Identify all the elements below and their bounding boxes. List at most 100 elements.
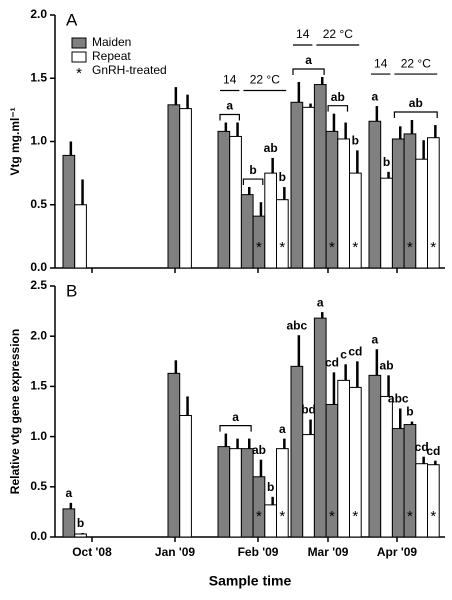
legend-symbol: * xyxy=(76,65,82,82)
bar xyxy=(229,448,242,538)
bar xyxy=(391,138,405,269)
legend-swatch xyxy=(71,37,87,49)
gnrh-marker: * xyxy=(352,508,358,525)
letter: a xyxy=(305,53,312,67)
letter: ab xyxy=(331,90,345,104)
bar xyxy=(380,395,393,538)
bar xyxy=(62,154,76,269)
y-tick-label: 1.0 xyxy=(30,134,47,148)
x-tick-label: Feb '09 xyxy=(238,545,279,559)
letter: b xyxy=(352,134,359,148)
bar xyxy=(313,84,327,269)
gnrh-marker: * xyxy=(279,508,285,525)
letter: a xyxy=(372,332,379,346)
x-axis-title: Sample time xyxy=(209,573,292,589)
panel-label: A xyxy=(66,10,78,29)
bracket xyxy=(292,68,325,75)
bar xyxy=(380,177,393,269)
letter: ab xyxy=(380,359,394,373)
panel-label: B xyxy=(66,281,77,300)
bar xyxy=(217,130,231,269)
bar xyxy=(337,379,350,538)
y-tick-label: 0.0 xyxy=(30,260,47,274)
temperature-label: 22 °C xyxy=(250,73,280,87)
letter: a xyxy=(226,99,233,113)
letter: a xyxy=(66,486,73,500)
bar xyxy=(264,504,277,538)
letter: b xyxy=(77,516,84,530)
letter: a xyxy=(317,295,324,309)
letter: b xyxy=(249,163,256,177)
gnrh-marker: * xyxy=(407,239,413,256)
letter: b xyxy=(279,170,286,184)
bracket xyxy=(327,105,349,112)
bar xyxy=(349,172,362,269)
letter: ab xyxy=(264,141,278,155)
bar xyxy=(368,374,382,538)
temperature-label: 22 °C xyxy=(323,27,353,41)
bracket xyxy=(242,178,264,186)
gnrh-marker: * xyxy=(329,239,335,256)
y-tick-label: 1.5 xyxy=(30,379,47,393)
gnrh-marker: * xyxy=(329,508,335,525)
gnrh-marker: * xyxy=(279,239,285,256)
letter: cd xyxy=(348,344,362,358)
bar xyxy=(391,428,405,538)
legend-swatch xyxy=(71,51,87,63)
letter: a xyxy=(372,89,379,103)
letter: abc xyxy=(388,392,409,406)
y-tick-label: 0.5 xyxy=(30,479,47,493)
bar xyxy=(302,106,315,269)
bar xyxy=(217,446,231,538)
bar xyxy=(74,204,87,269)
y-tick-label: 2.0 xyxy=(30,7,47,21)
bracket xyxy=(219,113,240,121)
letter: cd xyxy=(426,444,440,458)
bar xyxy=(302,434,315,538)
bar xyxy=(62,508,76,538)
y-axis-title: Relative vtg gene expression xyxy=(8,329,22,494)
letter: b xyxy=(406,405,413,419)
gnrh-marker: * xyxy=(256,239,262,256)
bar xyxy=(179,108,192,269)
letter: b xyxy=(267,480,274,494)
x-tick-label: Jan '09 xyxy=(155,545,196,559)
bar xyxy=(337,138,350,269)
y-tick-label: 0.0 xyxy=(30,529,47,543)
bar xyxy=(415,158,428,269)
bar xyxy=(167,372,181,538)
x-tick-label: Apr '09 xyxy=(377,545,418,559)
legend-label: Maiden xyxy=(92,35,131,49)
letter: c xyxy=(340,347,347,361)
temperature-label: 14 xyxy=(296,27,310,41)
bar xyxy=(276,448,289,538)
letter: abc xyxy=(287,318,308,332)
gnrh-marker: * xyxy=(430,239,436,256)
bar xyxy=(264,172,277,269)
bracket xyxy=(393,111,438,118)
letter: b xyxy=(383,155,390,169)
bar xyxy=(290,101,304,269)
y-tick-label: 0.5 xyxy=(30,197,47,211)
bar xyxy=(252,476,266,538)
bar xyxy=(74,533,87,538)
letter: cd xyxy=(415,440,429,454)
gnrh-marker: * xyxy=(352,239,358,256)
y-axis-title: Vtg mg.ml⁻¹ xyxy=(8,107,22,175)
bar xyxy=(229,135,242,269)
bar xyxy=(415,463,428,538)
bar xyxy=(240,448,254,538)
y-tick-label: 2.5 xyxy=(30,278,47,292)
x-tick-label: Oct '08 xyxy=(72,545,112,559)
y-tick-label: 1.0 xyxy=(30,429,47,443)
x-tick-label: Mar '09 xyxy=(308,545,349,559)
legend-label: GnRH-treated xyxy=(92,63,167,77)
bar xyxy=(290,365,304,538)
bar xyxy=(368,120,382,269)
letter: cd xyxy=(325,356,339,370)
bar xyxy=(167,104,181,269)
bracket xyxy=(219,424,252,432)
gnrh-marker: * xyxy=(407,508,413,525)
bar xyxy=(276,199,289,269)
temperature-label: 14 xyxy=(374,56,388,70)
